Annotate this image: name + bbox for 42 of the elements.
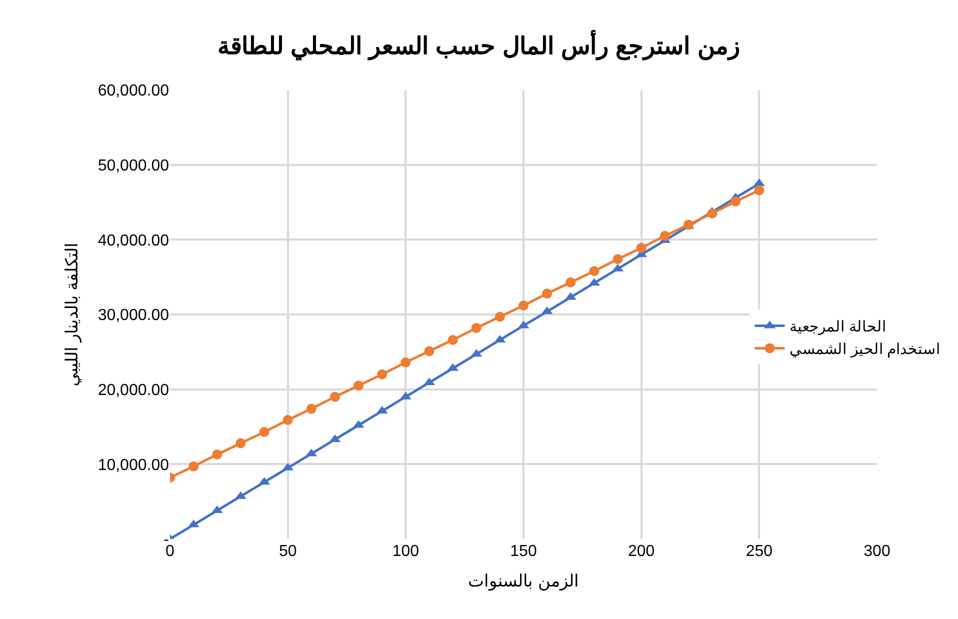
point [754,185,764,196]
point [377,369,388,380]
point [707,208,718,218]
point [542,288,552,299]
y-tick-label: 10,000.00 [98,456,170,474]
point [589,266,600,276]
point [212,449,222,460]
point [494,312,505,322]
x-tick-label: 150 [510,543,537,560]
x-tick-label: 200 [628,543,655,560]
x-axis-title: الزمن بالسنوات [468,571,579,592]
point [282,415,293,426]
point [259,426,270,437]
point [188,461,199,472]
chart-title: زمن استرجع رأس المال حسب السعر المحلي للطاقة [218,28,740,61]
legend-label: الحالة المرجعية [790,318,886,336]
point [330,392,340,402]
x-tick-label: 50 [278,543,297,560]
point [471,322,482,333]
point [612,254,623,264]
y-tick-label: 60,000.00 [98,82,170,100]
x-tick-label: 100 [392,543,420,560]
point [448,334,458,345]
y-tick-label: 30,000.00 [98,307,170,324]
point [660,230,670,241]
y-tick-label: 50,000.00 [98,157,170,174]
point [636,242,646,253]
point [400,357,411,368]
x-tick-label: 250 [746,543,773,560]
point [730,196,741,206]
legend-label: استخدام الحيز الشمسي [790,341,940,358]
x-tick-label: 300 [864,543,890,560]
y-axis-title: التكلفة بالدينار الليبي [62,242,82,387]
y-tick-label: 40,000.00 [98,232,170,250]
x-tick-label: 0 [166,543,175,560]
point [424,346,434,356]
point [354,380,364,391]
point [236,438,246,448]
y-tick-label: 20,000.00 [98,382,170,399]
point [518,300,528,311]
point [566,277,576,288]
point [306,404,316,414]
